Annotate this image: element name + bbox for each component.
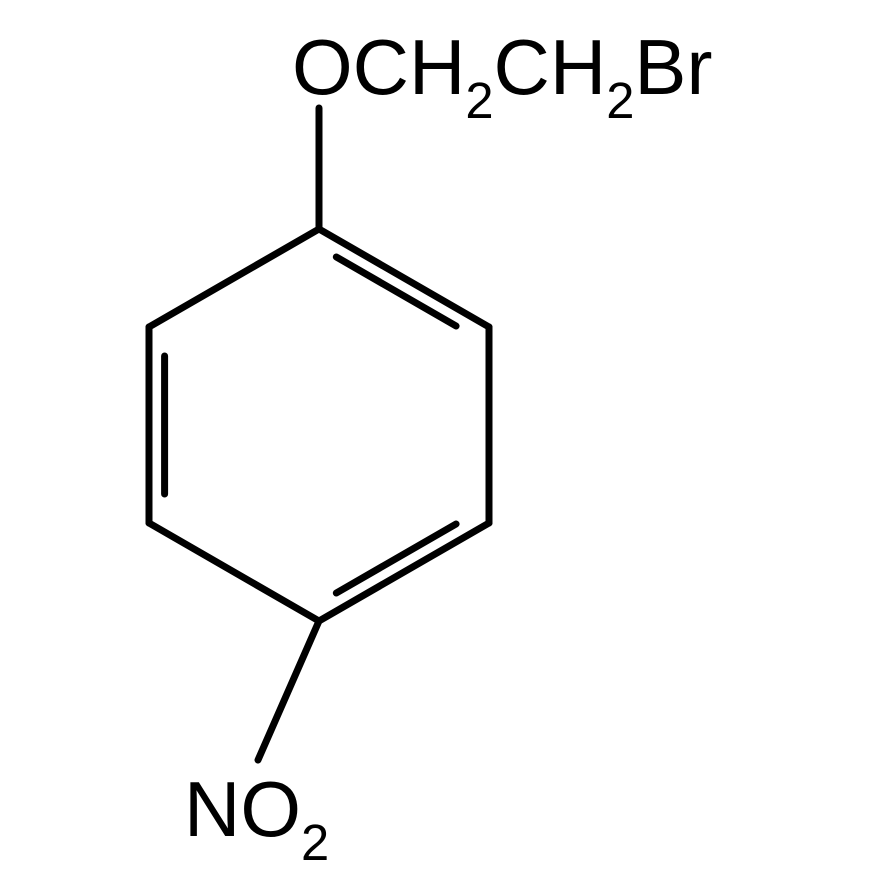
atom-N: N bbox=[184, 765, 240, 853]
atom-O2: O2 bbox=[240, 765, 329, 853]
atom-CH2-1: CH2 bbox=[353, 23, 494, 111]
atom-O: O bbox=[292, 23, 353, 111]
atom-CH2-2: CH2 bbox=[494, 23, 635, 111]
atom-Br: Br bbox=[634, 23, 712, 111]
molecule-diagram: { "structure": { "type": "chemical-struc… bbox=[0, 0, 890, 890]
bond-lines bbox=[0, 0, 890, 890]
substituent-top-label: OCH2CH2Br bbox=[292, 28, 712, 119]
substituent-nitro-label: NO2 bbox=[184, 770, 329, 861]
